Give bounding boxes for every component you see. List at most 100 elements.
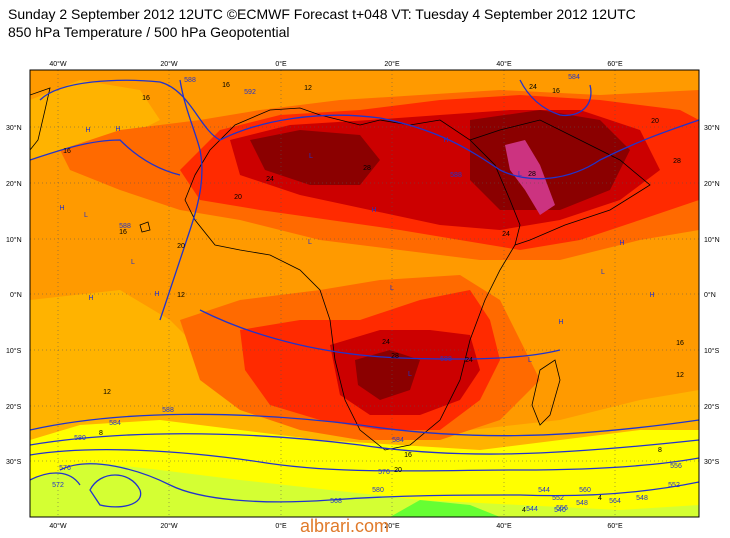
temp-label: 4 [598, 495, 602, 502]
geopotential-label: 552 [552, 495, 564, 502]
geopotential-label: 560 [579, 487, 591, 494]
geopotential-label: 556 [556, 505, 568, 512]
temp-label: 28 [528, 171, 536, 178]
temp-band-maroon-east [470, 110, 630, 210]
pressure-marker: L [131, 259, 135, 266]
temp-label: 20 [177, 243, 185, 250]
temp-band-maroon-south [355, 350, 420, 400]
geopotential-label: 568 [330, 498, 342, 505]
pressure-marker: L [601, 269, 605, 276]
temp-label: 16 [404, 452, 412, 459]
lon-tick-bottom: 60°E [607, 522, 623, 530]
lon-tick-top: 40°E [496, 60, 512, 68]
pressure-marker: H [85, 127, 90, 134]
lat-tick-left: 30°N [6, 124, 22, 132]
temp-label: 4 [522, 507, 526, 514]
pressure-marker: L [84, 212, 88, 219]
geopotential-label: 588 [162, 407, 174, 414]
lon-tick-bottom: 40°W [49, 522, 67, 530]
pressure-marker: L [528, 357, 532, 364]
lat-tick-right: 30°N [704, 124, 720, 132]
geopotential-label: 544 [538, 487, 550, 494]
geopotential-label: 592 [244, 89, 256, 96]
temp-label: 24 [529, 84, 537, 91]
temp-band-maroon-north [250, 130, 380, 185]
temp-label: 12 [103, 389, 111, 396]
temp-label: 12 [676, 372, 684, 379]
geopotential-label: 548 [576, 500, 588, 507]
geopotential-label: 584 [568, 74, 580, 81]
geopotential-label: 544 [526, 506, 538, 513]
pressure-marker: H [558, 319, 563, 326]
lat-tick-left: 30°S [6, 458, 22, 466]
pressure-marker: L [390, 285, 394, 292]
lat-tick-right: 30°S [704, 458, 720, 466]
pressure-marker: H [59, 205, 64, 212]
coastlines [30, 87, 651, 451]
geopotential-label: 588 [450, 172, 462, 179]
temp-label: 16 [222, 82, 230, 89]
temp-band-magenta [505, 140, 555, 215]
pressure-marker: L [309, 153, 313, 160]
chart-title: Sunday 2 September 2012 12UTC ©ECMWF For… [8, 6, 636, 22]
temp-label: 28 [363, 165, 371, 172]
lon-tick-bottom: 0°E [275, 522, 287, 530]
pressure-marker: L [518, 171, 522, 178]
geopotential-label: 564 [609, 498, 621, 505]
pressure-marker: H [619, 240, 624, 247]
temp-label: 16 [119, 229, 127, 236]
lat-tick-left: 10°S [6, 347, 22, 355]
temp-label: 24 [266, 176, 274, 183]
temp-label: 16 [63, 148, 71, 155]
lat-tick-right: 0°N [704, 291, 716, 299]
geopotential-label: 572 [52, 482, 64, 489]
temp-band-green [390, 500, 500, 517]
lat-tick-right: 20°N [704, 180, 720, 188]
watermark: albrari.com [300, 516, 390, 536]
temp-label: 8 [99, 430, 103, 437]
pressure-marker: L [308, 239, 312, 246]
geopotential-label: 584 [109, 420, 121, 427]
lon-tick-bottom: 20°E [384, 522, 400, 530]
chart-subtitle: 850 hPa Temperature / 500 hPa Geopotenti… [8, 24, 290, 40]
lon-tick-bottom: 40°E [496, 522, 512, 530]
temp-label: 16 [552, 88, 560, 95]
geopotential-label: 588 [440, 356, 452, 363]
lon-tick-bottom: 20°W [160, 522, 178, 530]
lat-tick-left: 20°N [6, 180, 22, 188]
pressure-marker: H [443, 137, 448, 144]
temp-label: 20 [651, 118, 659, 125]
lon-tick-top: 0°E [275, 60, 287, 68]
temp-label: 28 [391, 353, 399, 360]
lat-tick-left: 20°S [6, 403, 22, 411]
lat-tick-right: 20°S [704, 403, 720, 411]
geopotential-contours [30, 79, 699, 508]
temp-label: 24 [382, 339, 390, 346]
temp-label: 28 [673, 158, 681, 165]
temp-label: 24 [502, 231, 510, 238]
temp-label: 20 [234, 194, 242, 201]
geopotential-label: 584 [392, 437, 404, 444]
lat-tick-right: 10°S [704, 347, 720, 355]
pressure-marker: H [115, 126, 120, 133]
temp-band-light-orange-north [30, 80, 160, 160]
geopotential-label: 556 [670, 463, 682, 470]
geopotential-label: 588 [184, 77, 196, 84]
temp-band-green-yellow [30, 462, 699, 517]
pressure-marker: H [88, 295, 93, 302]
geopotential-label: 580 [372, 487, 384, 494]
geopotential-label: 576 [59, 465, 71, 472]
geopotential-label: 580 [74, 435, 86, 442]
graticule [30, 70, 699, 517]
geopotential-label: 548 [636, 495, 648, 502]
temp-label: 12 [304, 85, 312, 92]
pressure-marker: H [371, 207, 376, 214]
lon-tick-top: 40°W [49, 60, 67, 68]
temp-label: 8 [658, 447, 662, 454]
lon-tick-top: 20°W [160, 60, 178, 68]
lat-tick-left: 10°N [6, 236, 22, 244]
temp-label: 12 [177, 292, 185, 299]
geopotential-label: 552 [668, 482, 680, 489]
geopotential-label: 588 [119, 223, 131, 230]
geopotential-label: 540 [554, 507, 566, 514]
